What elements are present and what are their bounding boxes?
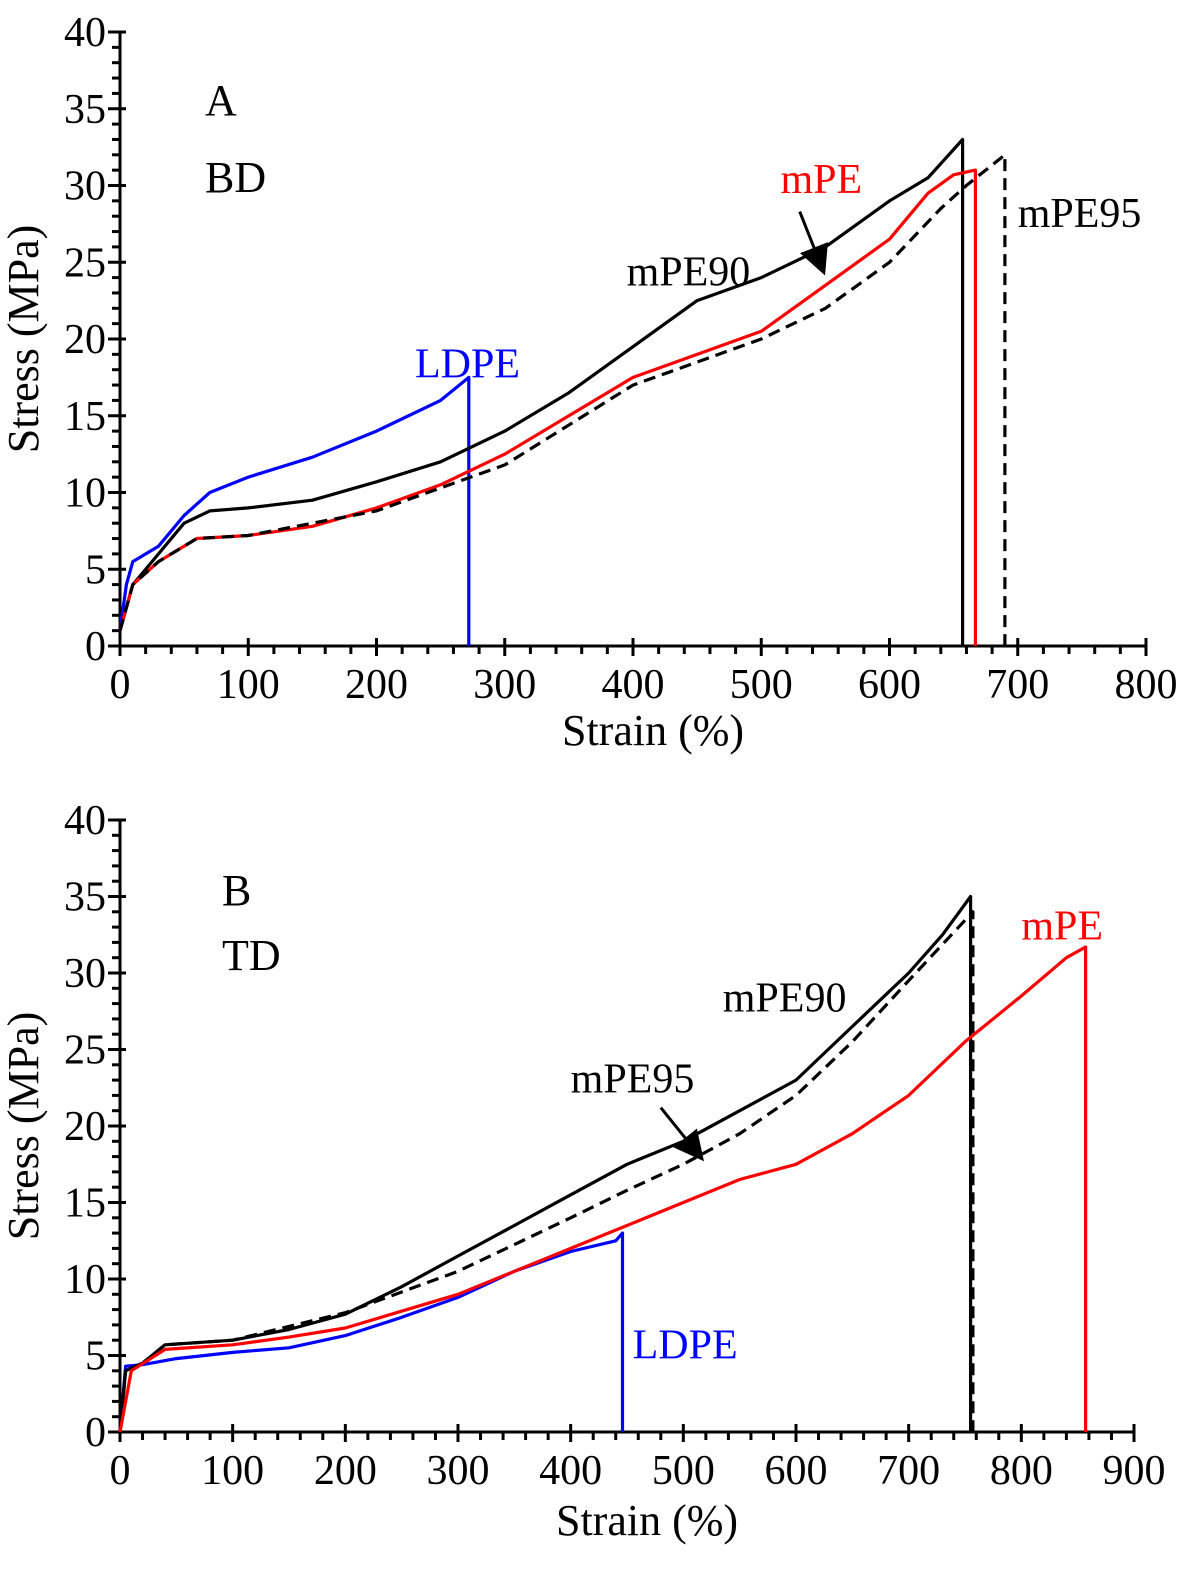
series-line-mpe90 bbox=[118, 137, 965, 646]
y-tick-label: 5 bbox=[85, 1334, 106, 1380]
x-tick-label: 0 bbox=[110, 1448, 131, 1494]
y-tick-label: 35 bbox=[64, 875, 106, 921]
series-label-mpe: mPE bbox=[1021, 903, 1103, 949]
series-label-mpe: mPE bbox=[780, 157, 862, 203]
x-tick-label: 500 bbox=[730, 662, 793, 708]
y-axis-label: Stress (MPa) bbox=[0, 1012, 48, 1241]
series-label-mpe95: mPE95 bbox=[1018, 191, 1142, 237]
series-line-mpe95 bbox=[118, 153, 1007, 646]
annotation-arrow bbox=[798, 211, 828, 276]
series-label-ldpe: LDPE bbox=[415, 341, 520, 387]
y-tick-label: 25 bbox=[64, 1028, 106, 1074]
series-line-mpe bbox=[118, 168, 977, 646]
x-axis-label: Strain (%) bbox=[562, 706, 744, 755]
panel-label: BD bbox=[205, 153, 266, 202]
y-tick-label: 15 bbox=[64, 1181, 106, 1227]
x-tick-label: 600 bbox=[765, 1448, 828, 1494]
x-tick-label: 100 bbox=[201, 1448, 264, 1494]
x-tick-label: 0 bbox=[110, 662, 131, 708]
x-tick-label: 400 bbox=[602, 662, 665, 708]
series-label-mpe90: mPE90 bbox=[723, 975, 847, 1021]
series-line-ldpe bbox=[118, 1231, 625, 1433]
x-axis-label: Strain (%) bbox=[556, 1496, 738, 1545]
x-tick-label: 800 bbox=[1115, 662, 1178, 708]
x-tick-label: 700 bbox=[986, 662, 1049, 708]
panel-label: TD bbox=[222, 931, 281, 980]
x-tick-label: 500 bbox=[652, 1448, 715, 1494]
panel-label: B bbox=[222, 866, 251, 915]
y-tick-label: 10 bbox=[64, 471, 106, 517]
chart-panel-a: 0 100 200 300 400 500 600 700 800 0 5 10 15 20 25 30 35 4… bbox=[0, 10, 1178, 755]
y-tick-label: 15 bbox=[64, 394, 106, 440]
x-tick-label: 700 bbox=[877, 1448, 940, 1494]
x-tick-label: 900 bbox=[1103, 1448, 1166, 1494]
x-tick-label: 800 bbox=[990, 1448, 1053, 1494]
y-tick-label: 20 bbox=[64, 317, 106, 363]
x-tick-label: 400 bbox=[539, 1448, 602, 1494]
series-line-mpe95 bbox=[118, 910, 975, 1433]
series-label-ldpe: LDPE bbox=[633, 1323, 738, 1369]
series-line-ldpe bbox=[118, 375, 471, 646]
panel-label: A bbox=[205, 76, 237, 125]
x-tick-label: 200 bbox=[345, 662, 408, 708]
x-tick-label: 300 bbox=[427, 1448, 490, 1494]
y-tick-label: 25 bbox=[64, 240, 106, 286]
y-tick-label: 5 bbox=[85, 547, 106, 593]
y-tick-label: 0 bbox=[85, 624, 106, 670]
x-tick-label: 100 bbox=[217, 662, 280, 708]
series-line-mpe bbox=[118, 945, 1088, 1433]
y-tick-label: 40 bbox=[64, 798, 106, 844]
series-label-mpe95: mPE95 bbox=[571, 1056, 695, 1102]
series-label-mpe90: mPE90 bbox=[627, 249, 751, 295]
y-tick-label: 30 bbox=[64, 951, 106, 997]
y-tick-label: 35 bbox=[64, 87, 106, 133]
annotation-arrow bbox=[659, 1106, 704, 1162]
y-tick-label: 10 bbox=[64, 1257, 106, 1303]
x-tick-label: 300 bbox=[473, 662, 536, 708]
x-tick-label: 200 bbox=[314, 1448, 377, 1494]
y-tick-label: 30 bbox=[64, 164, 106, 210]
y-axis-label: Stress (MPa) bbox=[0, 225, 48, 454]
chart-panel-b: 0 100 200 300 400 500 600 700 800 900 0 5 10 15 20 25 30… bbox=[0, 798, 1166, 1545]
y-tick-label: 40 bbox=[64, 10, 106, 56]
y-tick-label: 20 bbox=[64, 1104, 106, 1150]
y-tick-label: 0 bbox=[85, 1410, 106, 1456]
x-tick-label: 600 bbox=[858, 662, 921, 708]
